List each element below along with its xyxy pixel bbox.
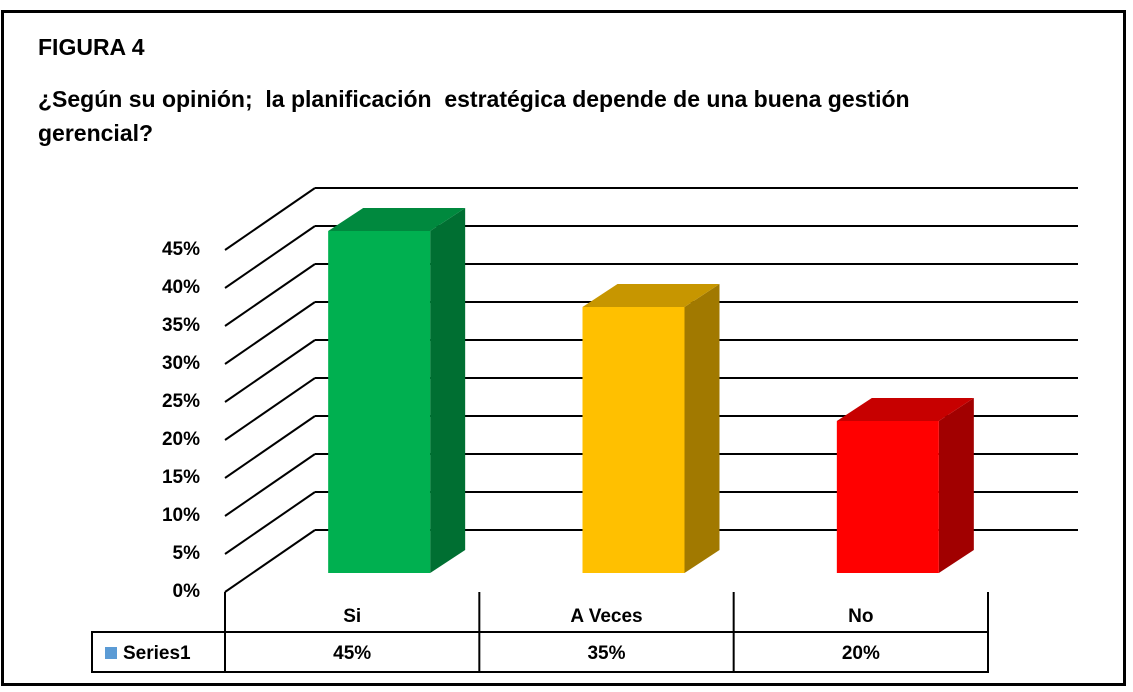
y-tick-label: 35% bbox=[162, 315, 200, 336]
legend-label: Series1 bbox=[123, 643, 191, 664]
grid-line bbox=[224, 263, 316, 327]
y-tick-label: 40% bbox=[162, 277, 200, 298]
grid-line bbox=[224, 529, 316, 593]
grid-line bbox=[224, 453, 316, 517]
chart-subtitle: ¿Según su opinión; la planificación estr… bbox=[38, 86, 916, 146]
y-tick-label: 15% bbox=[162, 467, 200, 488]
grid-line bbox=[224, 491, 316, 555]
y-tick-label: 20% bbox=[162, 429, 200, 450]
grid-line bbox=[224, 301, 316, 365]
y-tick-label: 10% bbox=[162, 505, 200, 526]
frame bbox=[1, 10, 1126, 686]
grid-line bbox=[224, 415, 316, 479]
y-tick-label: 0% bbox=[173, 581, 201, 602]
bar bbox=[836, 398, 974, 573]
table-value: 20% bbox=[842, 643, 880, 664]
table-value: 45% bbox=[333, 643, 371, 664]
x-tick-label: A Veces bbox=[570, 606, 642, 627]
table-value: 35% bbox=[587, 643, 625, 664]
grid-line bbox=[224, 377, 316, 441]
grid-line bbox=[224, 339, 316, 403]
x-tick-label: Si bbox=[343, 606, 361, 627]
bar bbox=[582, 284, 720, 573]
grid-line bbox=[224, 225, 316, 289]
legend-key bbox=[105, 647, 117, 659]
chart-title: FIGURA 4 bbox=[38, 34, 145, 60]
y-tick-label: 25% bbox=[162, 391, 200, 412]
x-tick-label: No bbox=[848, 606, 873, 627]
y-tick-label: 5% bbox=[173, 543, 201, 564]
y-tick-label: 45% bbox=[162, 239, 200, 260]
bar bbox=[328, 208, 466, 573]
y-tick-label: 30% bbox=[162, 353, 200, 374]
grid-line bbox=[224, 187, 316, 251]
